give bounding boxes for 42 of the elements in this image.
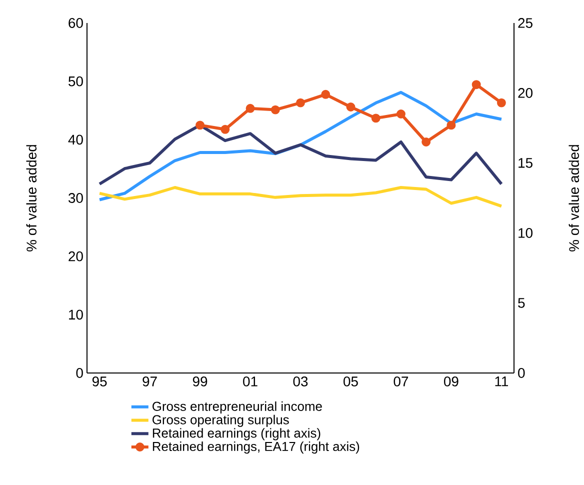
- y2-tick-label: 20: [518, 88, 532, 98]
- point: [321, 90, 330, 99]
- y-tick-label: 50: [68, 76, 83, 86]
- point: [472, 80, 481, 90]
- legend-label: Retained earnings, EA17 (right axis): [152, 442, 360, 454]
- x-tick-label: 99: [192, 376, 208, 386]
- x-tick-label: 09: [444, 376, 458, 386]
- point: [422, 138, 431, 146]
- point: [246, 104, 255, 113]
- line-series: [98, 90, 503, 202]
- y2-tick-label: 15: [518, 158, 532, 168]
- y2-tick-label: 10: [518, 228, 532, 238]
- y-tick-label: 30: [68, 193, 83, 203]
- y-tick-label: 20: [68, 251, 83, 262]
- x-tick-label: 11: [495, 376, 508, 386]
- legend-label: Gross entrepreneurial income: [152, 401, 322, 414]
- y2-tick-label: 25: [518, 18, 532, 28]
- y-tick-label: 40: [68, 134, 83, 145]
- point: [496, 98, 506, 108]
- y-tick-label: 0: [76, 368, 83, 378]
- y-tick-label: 60: [68, 18, 83, 28]
- legend-label: Retained earnings (right axis): [152, 428, 320, 440]
- legend-label: Gross operating surplus: [152, 414, 289, 427]
- x-tick-label: 03: [293, 376, 308, 386]
- y2-tick-label: 0: [518, 368, 525, 378]
- y2-axis-title: % of value added: [568, 145, 580, 252]
- point: [346, 102, 356, 112]
- point: [446, 120, 456, 130]
- x-tick-label: 01: [243, 376, 258, 386]
- x-tick-label: 07: [394, 376, 408, 386]
- point: [371, 114, 380, 123]
- x-tick-label: 95: [92, 376, 107, 386]
- y-axis-title: % of value added: [26, 145, 37, 252]
- x-tick-label: 97: [142, 376, 157, 386]
- y2-tick-label: 5: [518, 298, 525, 308]
- point: [396, 110, 406, 118]
- point: [270, 105, 280, 114]
- point: [220, 124, 230, 134]
- point: [296, 98, 305, 108]
- x-tick-label: 05: [344, 376, 358, 386]
- point: [196, 120, 205, 130]
- y-tick-label: 10: [69, 310, 83, 320]
